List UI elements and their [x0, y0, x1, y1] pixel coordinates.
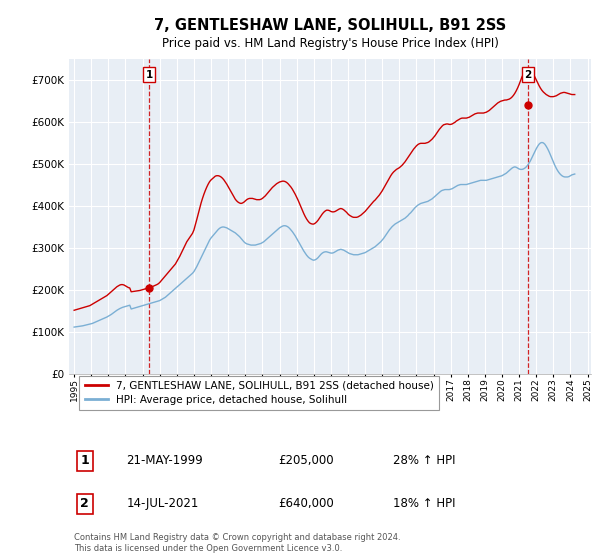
Text: 1: 1 — [145, 69, 153, 80]
Text: Price paid vs. HM Land Registry's House Price Index (HPI): Price paid vs. HM Land Registry's House … — [161, 37, 499, 50]
Text: 2: 2 — [80, 497, 89, 510]
Text: 21-MAY-1999: 21-MAY-1999 — [127, 454, 203, 467]
Text: 28% ↑ HPI: 28% ↑ HPI — [392, 454, 455, 467]
Text: 1: 1 — [80, 454, 89, 467]
Text: £640,000: £640,000 — [278, 497, 334, 510]
Text: £205,000: £205,000 — [278, 454, 334, 467]
Text: Contains HM Land Registry data © Crown copyright and database right 2024.
This d: Contains HM Land Registry data © Crown c… — [74, 533, 401, 553]
Text: 2: 2 — [524, 69, 532, 80]
Text: 18% ↑ HPI: 18% ↑ HPI — [392, 497, 455, 510]
Text: 7, GENTLESHAW LANE, SOLIHULL, B91 2SS: 7, GENTLESHAW LANE, SOLIHULL, B91 2SS — [154, 18, 506, 32]
Legend: 7, GENTLESHAW LANE, SOLIHULL, B91 2SS (detached house), HPI: Average price, deta: 7, GENTLESHAW LANE, SOLIHULL, B91 2SS (d… — [79, 376, 439, 410]
Text: 14-JUL-2021: 14-JUL-2021 — [127, 497, 199, 510]
